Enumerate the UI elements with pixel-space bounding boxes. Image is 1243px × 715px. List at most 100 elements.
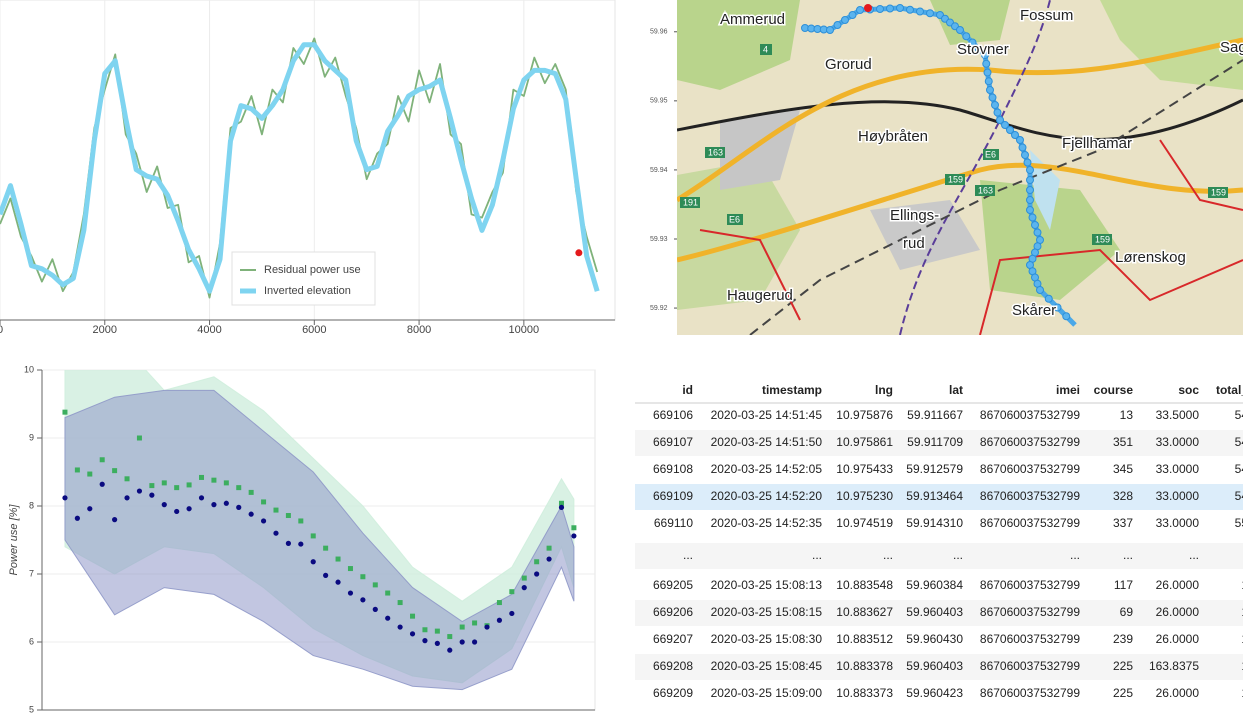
cell: 867060037532799 xyxy=(980,408,1080,422)
point xyxy=(323,572,329,578)
point xyxy=(496,617,503,623)
place-label: Fossum xyxy=(1020,7,1073,24)
route-dot xyxy=(1031,221,1039,229)
point xyxy=(509,610,515,617)
point xyxy=(260,518,267,524)
route-dot xyxy=(916,7,924,16)
point xyxy=(310,533,316,539)
point xyxy=(372,582,378,588)
column-header: imei xyxy=(1056,383,1080,397)
cell: 59.960430 xyxy=(906,632,963,646)
row-background xyxy=(635,654,1243,680)
cell: 59.914310 xyxy=(906,516,963,530)
cell: 2020-03-25 14:51:50 xyxy=(711,435,823,449)
point xyxy=(558,504,565,510)
x-tick-label: 4000 xyxy=(197,324,221,336)
y-tick-label: 10 xyxy=(24,364,34,374)
map[interactable]: Ammerud Fossum Stovner Grorud Høybråten … xyxy=(650,0,1243,335)
route-dot xyxy=(1011,131,1019,139)
point xyxy=(174,485,180,491)
point xyxy=(99,457,105,463)
point xyxy=(347,566,353,572)
place-label: Stovner xyxy=(957,41,1009,58)
road xyxy=(699,139,1243,321)
cell: 59.960384 xyxy=(906,578,963,592)
cell: 10.975861 xyxy=(836,435,893,449)
route-dot xyxy=(1026,176,1034,184)
point xyxy=(347,590,354,596)
point xyxy=(509,589,515,595)
point xyxy=(124,495,130,501)
shield-label: 191 xyxy=(683,197,698,207)
route-dot xyxy=(983,68,992,77)
cell: 867060037532799 xyxy=(980,605,1080,619)
cell: 669208 xyxy=(653,659,693,673)
cell: 328 xyxy=(1113,489,1133,503)
x-tick-label: 0 xyxy=(0,324,3,336)
route-dot xyxy=(841,16,849,24)
shield-label: 159 xyxy=(1211,187,1226,197)
route-dot xyxy=(988,93,997,102)
cell: 59.911709 xyxy=(907,435,963,449)
y-tick-label: 7 xyxy=(29,568,34,578)
map-y-tick-label: 59.96 xyxy=(650,29,668,36)
point xyxy=(335,556,341,562)
cell: 2020-03-25 14:52:35 xyxy=(711,516,823,530)
cell: 669209 xyxy=(653,686,693,700)
point xyxy=(211,502,217,508)
x-tick-label: 8000 xyxy=(407,324,431,336)
cell: 867060037532799 xyxy=(980,686,1080,700)
route-dot xyxy=(1026,166,1034,174)
cell: 10.975876 xyxy=(836,408,893,422)
route-dot xyxy=(1062,312,1071,321)
cell: 1 xyxy=(1241,605,1243,619)
cell: 351 xyxy=(1113,435,1133,449)
point xyxy=(372,606,378,612)
point xyxy=(298,518,304,524)
route-dot xyxy=(848,11,857,19)
place-label: Skårer xyxy=(1012,302,1056,319)
route-dot xyxy=(1036,286,1044,294)
point xyxy=(534,559,540,565)
cell: ... xyxy=(812,548,822,562)
column-header: soc xyxy=(1178,383,1199,397)
cell: 54 xyxy=(1235,489,1243,503)
point xyxy=(248,511,254,517)
point xyxy=(161,502,167,508)
y-tick-label: 6 xyxy=(29,636,34,646)
cell: 10.975230 xyxy=(836,489,893,503)
cell: 867060037532799 xyxy=(980,435,1080,449)
confidence-band xyxy=(64,389,575,691)
point xyxy=(186,482,192,488)
point xyxy=(248,489,254,495)
x-tick-label: 10000 xyxy=(509,324,540,336)
place-label: Lørenskog xyxy=(1115,249,1186,266)
cell: 59.912579 xyxy=(906,462,963,476)
point xyxy=(484,624,490,630)
cell: 33.0000 xyxy=(1156,516,1200,530)
cell: 10.883548 xyxy=(836,578,893,592)
point xyxy=(62,495,68,501)
cell: 669108 xyxy=(653,462,693,476)
point xyxy=(422,638,428,644)
road-shields: 163 E6 159 163 191 E6 159 4 159 xyxy=(680,44,1228,245)
shield-label: E6 xyxy=(729,214,740,224)
route-dot xyxy=(968,38,977,47)
cell: 2020-03-25 15:08:13 xyxy=(711,578,823,592)
place-label: Fjellhamar xyxy=(1062,135,1132,152)
place-label: Ellings- xyxy=(890,207,939,224)
route-dot xyxy=(1018,143,1027,152)
route-dot xyxy=(984,77,993,86)
cell: 2020-03-25 14:52:20 xyxy=(711,489,823,503)
x-tick-label: 6000 xyxy=(302,324,326,336)
point xyxy=(310,559,316,565)
route-dot xyxy=(926,9,934,18)
place-label: Høybråten xyxy=(858,128,928,145)
shield xyxy=(705,147,725,158)
cell: 867060037532799 xyxy=(980,578,1080,592)
cell: 2020-03-25 14:51:45 xyxy=(711,408,823,422)
map-y-tick-label: 59.92 xyxy=(650,305,668,312)
point xyxy=(471,639,478,645)
cell: 10.883373 xyxy=(836,686,893,700)
shield xyxy=(727,214,743,225)
